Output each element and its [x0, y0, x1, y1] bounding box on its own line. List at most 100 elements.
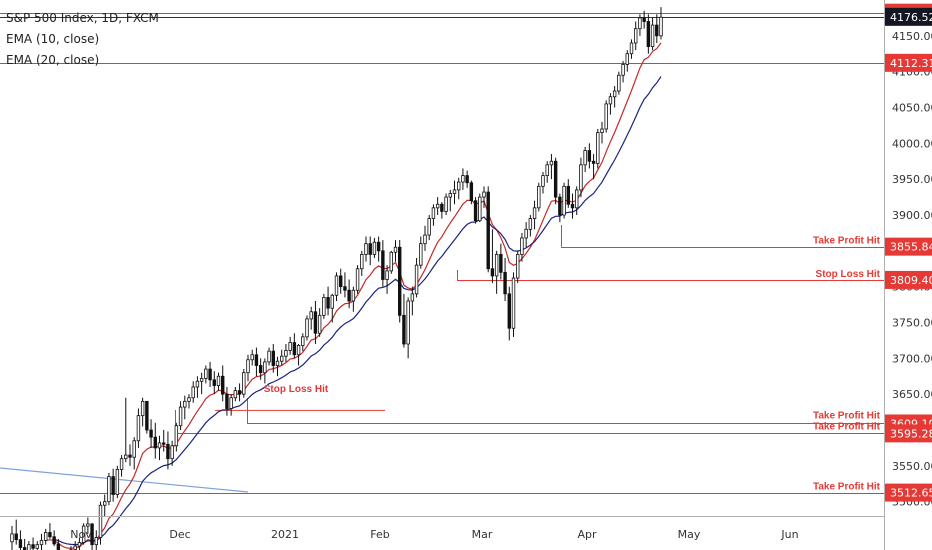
candle-down: [499, 254, 503, 273]
price-tag-text: 3512.65: [890, 487, 932, 500]
candle-down: [90, 523, 94, 546]
candle-up: [199, 377, 204, 382]
candle-up: [545, 164, 549, 176]
candle-up: [322, 297, 326, 316]
candle-up: [629, 42, 634, 55]
candle-up: [178, 406, 183, 427]
candle-up: [419, 243, 423, 266]
candle-up: [263, 361, 267, 374]
candle-up: [389, 251, 393, 272]
candle-down: [507, 293, 511, 329]
annotation-label: Take Profit Hit: [813, 236, 881, 247]
candle-up: [229, 397, 233, 409]
candle-up: [10, 533, 14, 543]
candle-up: [187, 397, 191, 402]
price-tag-bg: [885, 483, 932, 502]
candle-down: [486, 191, 490, 270]
candle-up: [107, 476, 111, 503]
price-tag-text: 4112.31: [890, 57, 932, 70]
candle-up: [124, 454, 128, 460]
y-tick-label: 4000.00: [892, 137, 932, 150]
candle-up: [457, 181, 461, 191]
candle-up: [183, 400, 187, 408]
candle-down: [587, 150, 592, 162]
candle-up: [435, 203, 440, 209]
x-tick-label: Jun: [780, 528, 798, 541]
candle-down: [271, 350, 275, 366]
candle-up: [634, 28, 638, 44]
ema-20-line: [53, 76, 662, 546]
y-tick-label: 3650.00: [892, 388, 932, 401]
candle-down: [326, 297, 330, 309]
price-tag-text: 3595.28: [890, 427, 932, 440]
candle-up: [275, 360, 280, 366]
candle-up: [520, 237, 524, 255]
candle-up: [140, 400, 145, 417]
candle-up: [157, 442, 162, 449]
horizontal-levels: [0, 13, 884, 494]
candle-up: [516, 254, 520, 279]
candle-up: [317, 314, 322, 334]
price-tag-bg: [885, 237, 932, 256]
candle-down: [145, 400, 149, 431]
candle-up: [448, 193, 452, 198]
price-tag-text: 3855.84: [890, 241, 932, 254]
candle-up: [103, 501, 107, 506]
candle-up: [242, 372, 246, 395]
candle-up: [617, 74, 621, 92]
time-axis[interactable]: Nov Dec 2021 Feb Mar Apr May Jun: [0, 516, 884, 542]
candle-down: [31, 544, 35, 549]
candle-down: [570, 203, 575, 209]
candle-down: [558, 196, 562, 216]
candle-up: [305, 318, 309, 338]
candle-down: [646, 21, 651, 47]
candle-up: [575, 189, 579, 209]
x-tick-label: 2021: [271, 528, 299, 541]
y-tick-label: 3700.00: [892, 352, 932, 365]
candle-up: [579, 164, 583, 191]
candle-up: [482, 191, 486, 198]
candle-up: [136, 415, 141, 442]
candle-up: [195, 380, 200, 388]
x-tick-label: Nov: [70, 528, 92, 541]
candle-up: [351, 289, 356, 302]
candle-down: [14, 533, 18, 541]
annotation-label: Take Profit Hit: [813, 421, 881, 432]
candle-up: [334, 275, 339, 296]
candle-up: [444, 196, 448, 212]
candle-up: [414, 264, 419, 295]
candle-down: [162, 442, 166, 445]
candle-down: [208, 368, 212, 381]
price-tag: 3855.84: [885, 237, 932, 256]
x-tick-label: Dec: [169, 528, 190, 541]
candle-up: [119, 458, 124, 470]
candle-up: [385, 270, 389, 280]
candle-down: [128, 454, 132, 458]
x-tick-label: Mar: [472, 528, 493, 541]
candle-up: [608, 96, 613, 105]
y-tick-label: 3550.00: [892, 460, 932, 473]
candle-down: [440, 203, 444, 212]
candle-up: [431, 207, 436, 219]
candle-down: [490, 268, 495, 277]
candle-up: [73, 545, 77, 550]
chart-title: S&P 500 Index, 1D, FXCM: [6, 11, 159, 25]
annotation-label: Take Profit Hit: [813, 482, 881, 493]
candle-up: [528, 218, 533, 230]
candle-up: [600, 128, 604, 133]
candle-up: [659, 16, 663, 37]
candle-down: [237, 390, 242, 395]
candle-up: [372, 241, 377, 255]
candle-up: [301, 336, 305, 346]
candle-down: [149, 429, 153, 438]
price-tag: 3512.65: [885, 483, 932, 502]
candle-up: [583, 150, 587, 166]
candle-up: [461, 175, 465, 183]
candle-up: [596, 132, 600, 164]
candle-up: [410, 293, 415, 302]
candle-up: [280, 355, 284, 362]
candle-up: [532, 207, 537, 219]
price-axis[interactable]: 3500.003550.003600.003650.003700.003750.…: [884, 0, 932, 550]
price-tag-bg: [885, 7, 932, 26]
